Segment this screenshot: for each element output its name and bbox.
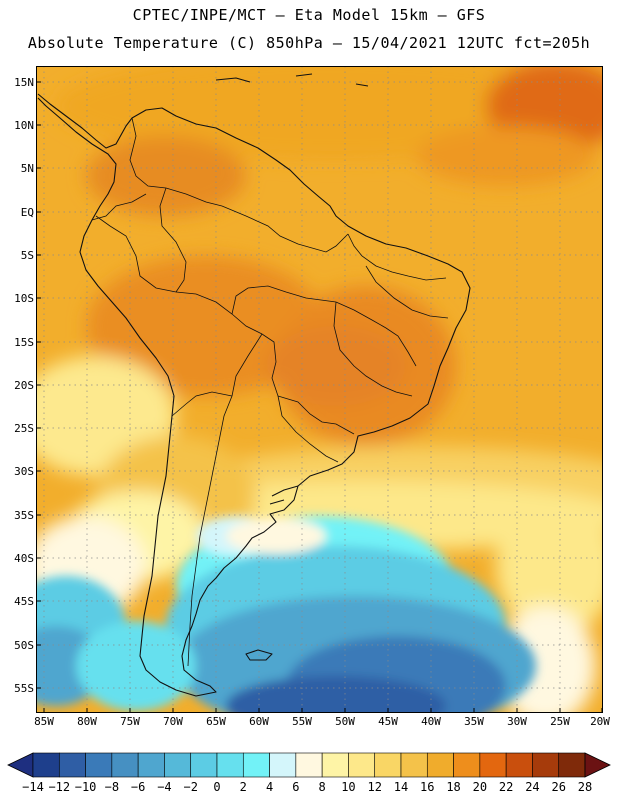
colorbar-label: −12	[48, 780, 71, 794]
colorbar-label: −14	[22, 780, 44, 794]
colorbar-cell	[242, 752, 270, 778]
colorbar-label: 8	[318, 780, 326, 794]
lon-label: 30W	[507, 715, 527, 728]
colorbar-cell	[348, 752, 376, 778]
falkland-islands-icon	[245, 649, 273, 661]
temperature-map	[36, 66, 603, 713]
colorbar-cell	[32, 752, 60, 778]
lat-label: 55S	[14, 682, 34, 695]
colorbar-label: 22	[498, 780, 514, 794]
colorbar-cell	[58, 752, 86, 778]
colorbar-cell	[164, 752, 192, 778]
lat-label: 45S	[14, 595, 34, 608]
colorbar-over-arrow	[584, 752, 611, 778]
colorbar-cell	[479, 752, 507, 778]
graticule	[36, 66, 603, 713]
lat-label: 30S	[14, 465, 34, 478]
lat-label: 15S	[14, 336, 34, 349]
colorbar-label: −8	[104, 780, 120, 794]
colorbar-label: −10	[74, 780, 97, 794]
lat-label: 5N	[20, 162, 34, 175]
colorbar-label: 10	[341, 780, 356, 794]
colorbar-cell	[321, 752, 349, 778]
colorbar-cell	[190, 752, 218, 778]
colorbar-cell	[374, 752, 402, 778]
colorbar-label: 26	[551, 780, 566, 794]
lat-label: EQ	[20, 206, 34, 219]
lon-label: 35W	[464, 715, 484, 728]
lat-label: 40S	[14, 552, 34, 565]
coastline-icon	[37, 93, 471, 697]
lon-label: 80W	[77, 715, 97, 728]
lon-label: 25W	[550, 715, 570, 728]
colorbar-cell	[453, 752, 481, 778]
lat-label: 50S	[14, 639, 34, 652]
colorbar-label: 28	[577, 780, 593, 794]
colorbar-cell	[269, 752, 297, 778]
lon-label: 45W	[378, 715, 398, 728]
colorbar-label: 4	[265, 780, 274, 794]
lon-label: 40W	[421, 715, 441, 728]
colorbar-label: 6	[292, 780, 300, 794]
lon-label: 50W	[335, 715, 355, 728]
lat-label: 10N	[14, 119, 34, 132]
colorbar-cell	[505, 752, 533, 778]
temperature-field	[36, 66, 603, 713]
colorbar-label: 2	[239, 780, 247, 794]
colorbar	[7, 752, 611, 778]
lon-label: 75W	[120, 715, 140, 728]
lat-label: 5S	[20, 249, 34, 262]
chart-title-line2: Absolute Temperature (C) 850hPa – 15/04/…	[27, 34, 591, 52]
colorbar-cell	[532, 752, 560, 778]
lon-label: 60W	[249, 715, 269, 728]
colorbar-cell	[400, 752, 428, 778]
colorbar-label: −4	[157, 780, 172, 794]
colorbar-label: 24	[525, 780, 540, 794]
lon-label: 70W	[163, 715, 183, 728]
colorbar-cell	[137, 752, 165, 778]
colorbar-label: 18	[446, 780, 461, 794]
colorbar-cell	[295, 752, 323, 778]
colorbar-label: 16	[420, 780, 435, 794]
lon-label: 85W	[34, 715, 54, 728]
lon-label: 65W	[206, 715, 226, 728]
lat-label: 20S	[14, 379, 34, 392]
axis-ticks	[36, 81, 603, 713]
country-borders-icon	[91, 117, 449, 667]
colorbar-label: −6	[130, 780, 146, 794]
lat-label: 25S	[14, 422, 34, 435]
lon-label: 55W	[292, 715, 312, 728]
colorbar-label: 14	[393, 780, 409, 794]
colorbar-cell	[85, 752, 113, 778]
lat-label: 15N	[14, 76, 34, 89]
colorbar-label: 0	[213, 780, 221, 794]
colorbar-label: 20	[472, 780, 488, 794]
colorbar-cell	[111, 752, 139, 778]
chart-title-line1: CPTEC/INPE/MCT – Eta Model 15km – GFS	[132, 6, 486, 24]
lat-label: 35S	[14, 509, 34, 522]
lon-label: 20W	[590, 715, 610, 728]
colorbar-cell	[558, 752, 586, 778]
colorbar-label: 12	[367, 780, 382, 794]
caribbean-islands-icon	[215, 73, 369, 87]
lat-label: 10S	[14, 292, 34, 305]
estuary-icon	[269, 485, 299, 505]
colorbar-cell	[216, 752, 244, 778]
colorbar-under-arrow	[7, 752, 34, 778]
colorbar-cell	[426, 752, 454, 778]
colorbar-label: −2	[183, 780, 198, 794]
